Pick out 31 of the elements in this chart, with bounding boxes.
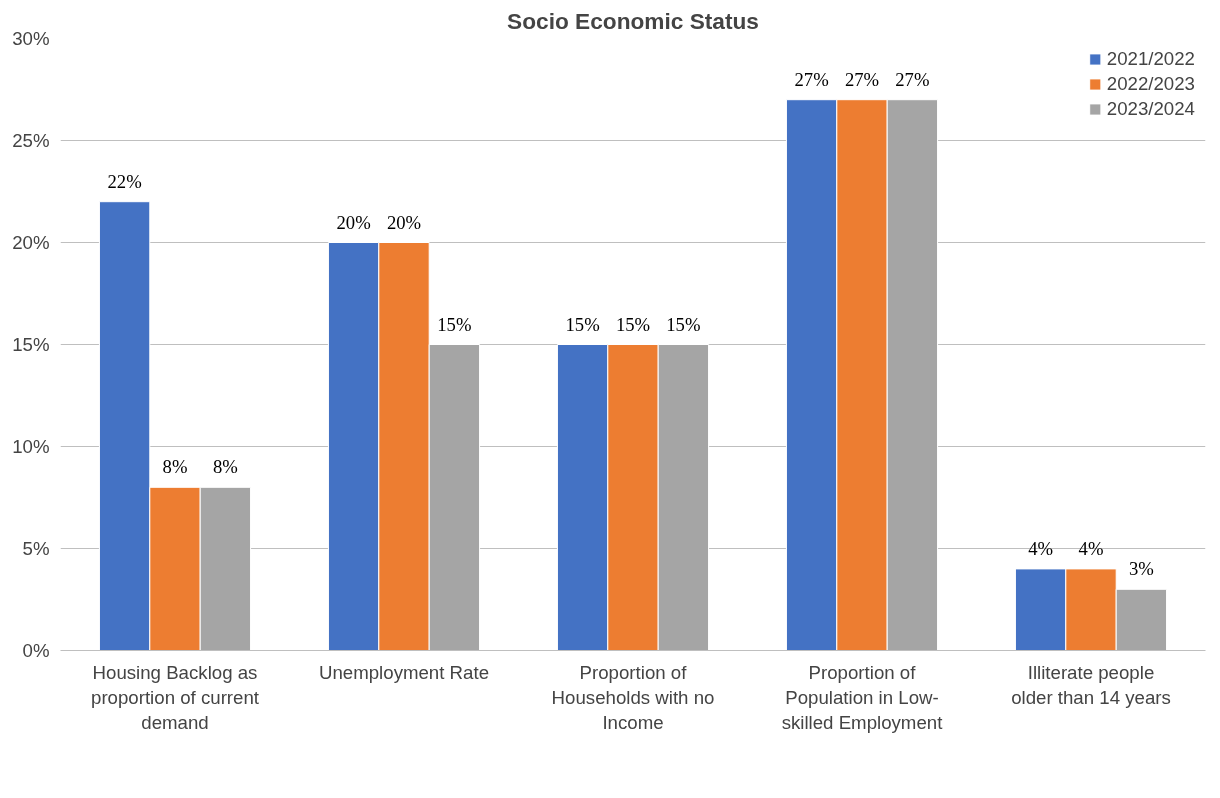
x-tick-label: Proportion of Population in Low-skilled Employment: [781, 661, 944, 733]
data-label: 20%: [336, 211, 371, 233]
data-label: 27%: [844, 68, 880, 90]
y-tick-label: 0%: [22, 640, 50, 661]
data-label: 22%: [107, 170, 142, 192]
y-tick-label: 5%: [22, 538, 50, 559]
legend-label: 2021/2022: [1106, 48, 1195, 70]
legend-label: 2023/2024: [1106, 98, 1195, 120]
x-tick-label: Proportion of Households with no Income: [551, 661, 715, 733]
x-tick-label: Illiterate people older than 14 years: [1011, 661, 1171, 708]
data-label: 4%: [1078, 537, 1104, 559]
y-tick-label: 25%: [12, 130, 50, 151]
data-label: 27%: [895, 68, 930, 90]
y-tick-label: 20%: [12, 232, 50, 253]
data-label: 20%: [386, 211, 422, 233]
data-label: 27%: [794, 68, 829, 90]
y-tick-label: 15%: [12, 334, 50, 355]
y-tick-label: 10%: [12, 436, 50, 457]
data-label: 8%: [162, 456, 188, 478]
y-tick-label: 30%: [12, 28, 50, 49]
data-label: 15%: [615, 313, 651, 335]
legend-label: 2022/2023: [1106, 73, 1195, 95]
data-label: 4%: [1028, 537, 1054, 559]
x-tick-label: Housing Backlog as proportion of current demand: [91, 661, 260, 733]
data-label: 8%: [212, 456, 238, 478]
data-label: 3%: [1128, 558, 1154, 580]
data-label: 15%: [565, 313, 600, 335]
chart-title: Socio Economic Status: [507, 7, 759, 34]
x-tick-label: Unemployment Rate: [318, 661, 490, 683]
data-label: 15%: [666, 313, 701, 335]
data-label: 15%: [437, 313, 472, 335]
